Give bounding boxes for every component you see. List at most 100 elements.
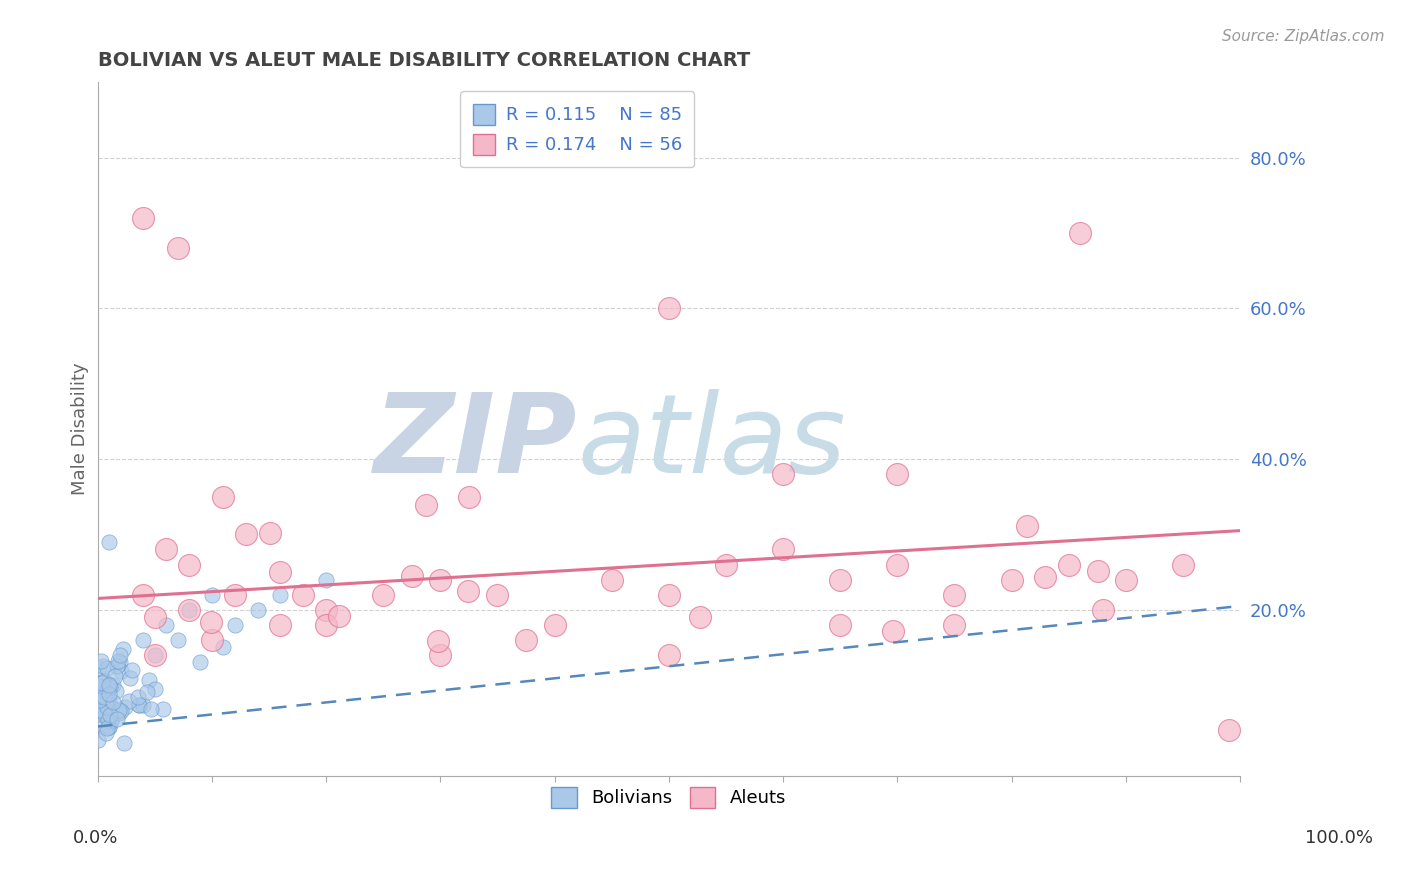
Text: ZIP: ZIP bbox=[374, 389, 578, 496]
Point bbox=[269, 617, 291, 632]
Point bbox=[882, 624, 904, 638]
Point bbox=[98, 700, 121, 714]
Point bbox=[943, 617, 966, 632]
Point bbox=[132, 698, 155, 712]
Point bbox=[543, 617, 565, 632]
Point bbox=[127, 690, 149, 704]
Point bbox=[201, 632, 224, 647]
Point bbox=[128, 698, 150, 712]
Point bbox=[1115, 573, 1137, 587]
Point bbox=[105, 712, 128, 726]
Point bbox=[658, 301, 681, 316]
Point bbox=[90, 654, 112, 668]
Point bbox=[1000, 573, 1022, 587]
Point bbox=[91, 700, 114, 714]
Point bbox=[110, 648, 132, 662]
Point bbox=[132, 211, 155, 225]
Point bbox=[143, 610, 166, 624]
Point bbox=[87, 679, 110, 693]
Point bbox=[89, 692, 111, 706]
Point bbox=[97, 678, 120, 692]
Text: 100.0%: 100.0% bbox=[1305, 829, 1372, 847]
Point bbox=[132, 588, 155, 602]
Point bbox=[200, 615, 222, 630]
Point bbox=[772, 542, 794, 557]
Point bbox=[373, 588, 395, 602]
Point bbox=[212, 640, 235, 655]
Point bbox=[112, 736, 135, 750]
Point bbox=[401, 569, 423, 583]
Point bbox=[110, 664, 132, 678]
Point bbox=[100, 713, 122, 727]
Point bbox=[89, 706, 111, 721]
Point bbox=[96, 661, 118, 675]
Point bbox=[190, 656, 212, 670]
Point bbox=[91, 675, 114, 690]
Point bbox=[246, 603, 269, 617]
Point bbox=[155, 617, 177, 632]
Point bbox=[86, 689, 108, 703]
Point bbox=[87, 717, 110, 731]
Point bbox=[87, 733, 110, 747]
Point bbox=[91, 683, 114, 698]
Point bbox=[772, 467, 794, 482]
Point bbox=[658, 588, 681, 602]
Point bbox=[269, 565, 291, 579]
Point bbox=[114, 699, 136, 714]
Point bbox=[269, 588, 291, 602]
Point bbox=[128, 698, 150, 712]
Point bbox=[600, 573, 623, 587]
Point bbox=[1057, 558, 1080, 572]
Point bbox=[315, 573, 337, 587]
Point bbox=[429, 648, 451, 662]
Point bbox=[98, 535, 121, 549]
Point bbox=[96, 686, 118, 700]
Point bbox=[429, 573, 451, 587]
Point bbox=[97, 713, 120, 727]
Point bbox=[110, 704, 132, 718]
Point bbox=[515, 633, 537, 648]
Point bbox=[90, 681, 112, 695]
Point bbox=[292, 588, 315, 602]
Point bbox=[97, 682, 120, 697]
Point bbox=[177, 603, 200, 617]
Point bbox=[224, 617, 246, 632]
Point bbox=[136, 685, 159, 699]
Point bbox=[98, 678, 121, 692]
Point bbox=[118, 672, 141, 686]
Point bbox=[886, 558, 908, 572]
Point bbox=[166, 241, 188, 255]
Point bbox=[1171, 558, 1194, 572]
Point bbox=[98, 678, 121, 692]
Point bbox=[1091, 603, 1114, 617]
Point bbox=[177, 558, 200, 572]
Legend: Bolivians, Aleuts: Bolivians, Aleuts bbox=[544, 780, 793, 815]
Point bbox=[426, 634, 449, 648]
Point bbox=[108, 655, 131, 669]
Point bbox=[97, 676, 120, 690]
Y-axis label: Male Disability: Male Disability bbox=[72, 363, 89, 495]
Point bbox=[152, 702, 174, 716]
Point bbox=[96, 695, 118, 709]
Point bbox=[486, 588, 509, 602]
Text: atlas: atlas bbox=[578, 389, 846, 496]
Point bbox=[111, 642, 134, 657]
Point bbox=[143, 682, 166, 697]
Point bbox=[103, 678, 125, 692]
Point bbox=[121, 663, 143, 677]
Point bbox=[155, 542, 177, 557]
Point bbox=[97, 695, 120, 709]
Point bbox=[139, 702, 162, 716]
Point bbox=[101, 701, 124, 715]
Point bbox=[143, 648, 166, 662]
Point bbox=[93, 659, 115, 673]
Text: BOLIVIAN VS ALEUT MALE DISABILITY CORRELATION CHART: BOLIVIAN VS ALEUT MALE DISABILITY CORREL… bbox=[97, 51, 749, 70]
Point bbox=[714, 558, 737, 572]
Point bbox=[138, 673, 160, 687]
Point bbox=[1218, 723, 1240, 738]
Point bbox=[108, 706, 131, 720]
Point bbox=[100, 714, 122, 728]
Point bbox=[1087, 564, 1109, 578]
Point bbox=[94, 684, 117, 698]
Point bbox=[96, 699, 118, 714]
